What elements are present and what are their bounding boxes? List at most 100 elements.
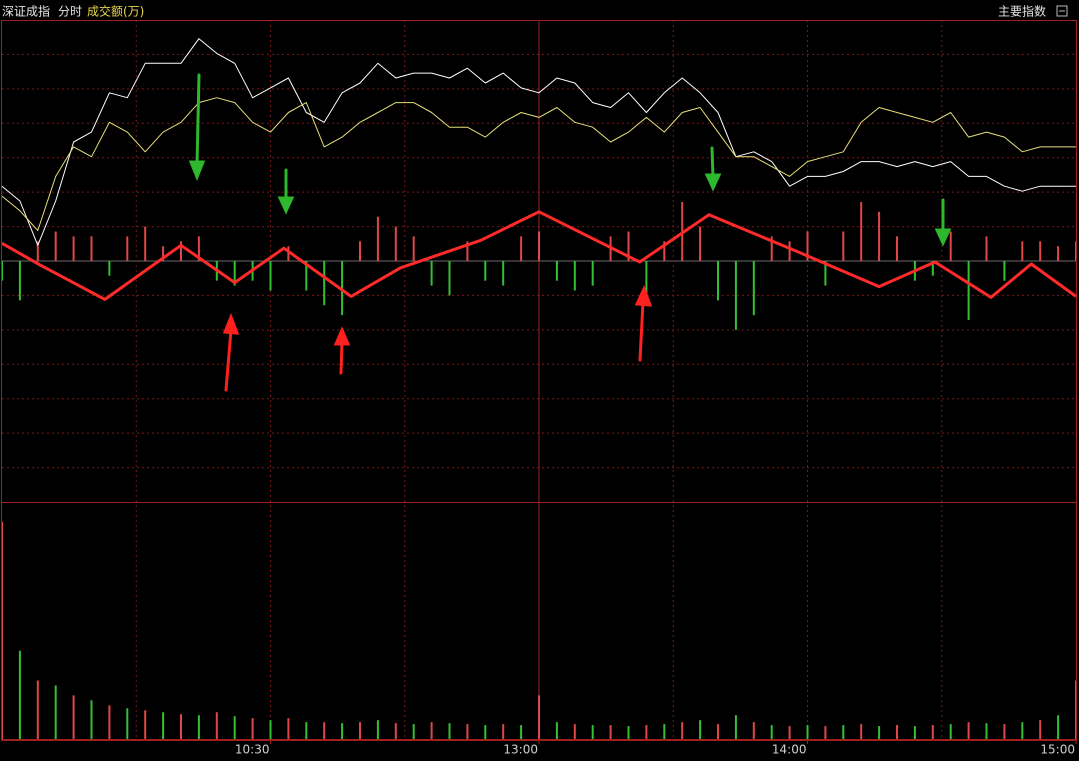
- volume-bar: [251, 718, 254, 740]
- flow-bar: [699, 226, 702, 261]
- volume-bar: [681, 722, 684, 740]
- index-name: 深证成指: [2, 4, 50, 19]
- up-arrows: [222, 285, 653, 392]
- flow-bar: [663, 241, 666, 261]
- flow-bar: [752, 261, 755, 316]
- volume-bar: [1057, 715, 1060, 740]
- x-tick-label: 15:00: [1040, 743, 1075, 757]
- flow-bar: [54, 231, 57, 261]
- volume-bar: [699, 720, 702, 740]
- index-menu[interactable]: 主要指数: [998, 4, 1046, 19]
- volume-bar: [341, 723, 344, 740]
- volume-bar: [287, 718, 290, 740]
- arrow: [339, 340, 344, 375]
- flow-bar: [770, 236, 773, 261]
- volume-bar: [770, 725, 773, 740]
- volume-bar: [591, 725, 594, 740]
- volume-bar: [555, 722, 558, 740]
- volume-bar: [860, 724, 863, 740]
- flow-bar: [806, 231, 809, 261]
- arrow: [224, 328, 233, 392]
- x-tick-label: 10:30: [235, 743, 270, 757]
- annotations: [188, 73, 952, 392]
- volume-bar: [967, 722, 970, 740]
- volume-bar: [1039, 720, 1042, 740]
- flow-bar: [555, 261, 558, 281]
- volume-bar: [126, 708, 129, 740]
- volume-bar: [663, 724, 666, 740]
- panel-border: [1, 20, 1077, 740]
- flow-bar: [502, 261, 505, 286]
- volume-bar: [1021, 722, 1024, 740]
- volume-bar: [305, 722, 308, 740]
- arrow-head: [934, 228, 952, 247]
- volume-bar: [717, 724, 719, 740]
- flow-bar: [36, 241, 39, 261]
- flow-bar: [591, 261, 594, 286]
- arrow: [638, 300, 645, 362]
- volume-bar: [466, 724, 469, 740]
- flow-bar: [412, 236, 415, 261]
- volume-bar: [233, 716, 236, 740]
- menu-icon[interactable]: [1056, 5, 1068, 17]
- arrow-head: [188, 160, 206, 182]
- flow-bar: [1057, 246, 1060, 261]
- arrow-head: [704, 173, 722, 192]
- flow-bar: [448, 261, 451, 296]
- volume-bar: [180, 714, 182, 740]
- mode-label[interactable]: 分时: [58, 5, 82, 19]
- x-tick-label: 13:00: [503, 743, 538, 757]
- arrow-head: [277, 196, 295, 215]
- flow-bar: [1039, 241, 1042, 261]
- flow-bar: [466, 241, 469, 261]
- flow-bar: [341, 261, 344, 316]
- frame: [1, 20, 1077, 741]
- arrow: [710, 146, 715, 179]
- series-line: [1, 97, 1076, 231]
- volume-bar: [734, 715, 737, 740]
- volume-bar: [949, 724, 952, 740]
- volume-bar: [788, 726, 791, 740]
- flow-bar: [430, 261, 433, 286]
- volume-bar: [502, 724, 505, 740]
- arrow-head: [222, 312, 240, 335]
- flow-bar: [126, 236, 129, 261]
- flow-bar: [931, 261, 934, 276]
- volume-bar: [108, 705, 111, 740]
- volume-bar: [609, 725, 612, 740]
- volume-bar: [72, 695, 75, 740]
- flow-bar: [860, 201, 863, 261]
- volume-bar: [520, 725, 523, 740]
- flow-bar: [788, 241, 791, 261]
- volume-bar: [197, 715, 200, 740]
- volume-bar: [448, 723, 451, 740]
- volume-bar: [573, 724, 576, 740]
- flow-bar: [985, 236, 988, 261]
- flow-bar: [18, 261, 21, 301]
- flow-bar: [573, 261, 576, 291]
- volume-bar: [376, 720, 379, 740]
- volume-bar: [215, 712, 218, 740]
- flow-bar: [878, 211, 881, 261]
- flow-bar: [967, 261, 970, 321]
- flow-bar: [144, 226, 147, 261]
- volume-bar: [484, 725, 487, 740]
- arrow-head: [634, 285, 653, 307]
- volume-bar: [36, 680, 39, 740]
- volume-bar: [430, 722, 433, 740]
- volume-bar: [824, 726, 827, 740]
- flow-bar: [1021, 241, 1024, 261]
- down-arrows: [188, 73, 952, 247]
- flow-bar: [323, 261, 326, 306]
- volume-bar: [412, 724, 415, 740]
- x-tick-label: 14:00: [772, 743, 807, 757]
- flow-bar: [180, 241, 182, 261]
- volume-bar: [878, 726, 881, 740]
- flow-bar: [538, 231, 540, 261]
- flow-bar: [359, 241, 361, 261]
- flow-bar: [824, 261, 827, 286]
- flow-bar: [842, 231, 845, 261]
- volume-title: 成交额(万): [87, 4, 144, 19]
- arrow-head: [333, 326, 351, 346]
- series-line: [1, 210, 1077, 301]
